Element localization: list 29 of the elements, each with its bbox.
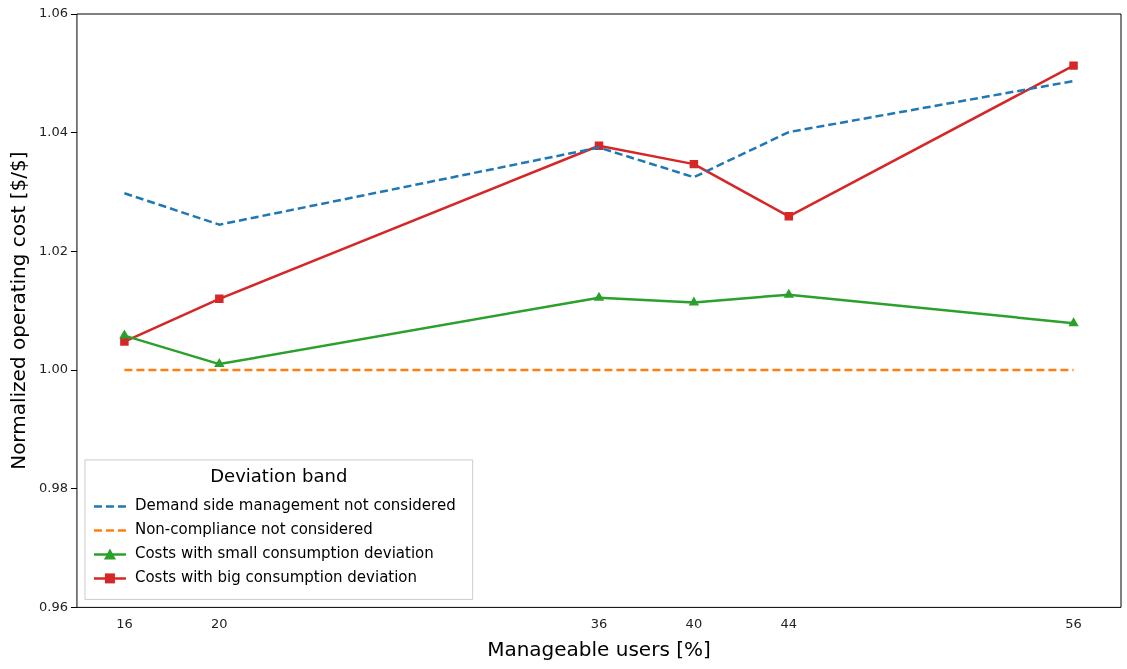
legend-label: Non-compliance not considered [134, 520, 373, 539]
point [688, 296, 700, 306]
point [1068, 317, 1079, 327]
x-axis-title: Manageable users [%] [487, 637, 711, 662]
y-tick-label: 0.96 [38, 598, 68, 614]
y-axis-title: Normalized operating cost [$/$] [6, 151, 31, 470]
x-tick-label: 44 [780, 615, 798, 631]
x-tick-label: 56 [1065, 615, 1082, 631]
point [215, 294, 224, 304]
point [783, 288, 794, 298]
y-tick-label: 1.02 [38, 242, 68, 258]
point [593, 291, 605, 301]
y-tick-label: 0.98 [38, 480, 68, 496]
point [784, 212, 794, 221]
legend-label: Costs with small consumption deviation [134, 544, 434, 563]
line-series [123, 79, 1075, 226]
legend-label: Costs with big consumption deviation [134, 568, 418, 587]
legend-title: Deviation band [210, 464, 348, 486]
x-tick-label: 40 [685, 615, 703, 631]
y-tick-label: 1.00 [38, 361, 68, 377]
x-tick-label: 36 [590, 615, 608, 631]
y-tick-label: 1.06 [38, 5, 68, 21]
point [1069, 61, 1078, 70]
legend-label: Demand side management not considered [134, 496, 456, 515]
point [119, 329, 130, 339]
point [214, 358, 225, 368]
x-tick-label: 20 [211, 615, 228, 631]
x-tick-label: 16 [116, 615, 133, 631]
y-tick-label: 1.04 [38, 124, 68, 140]
